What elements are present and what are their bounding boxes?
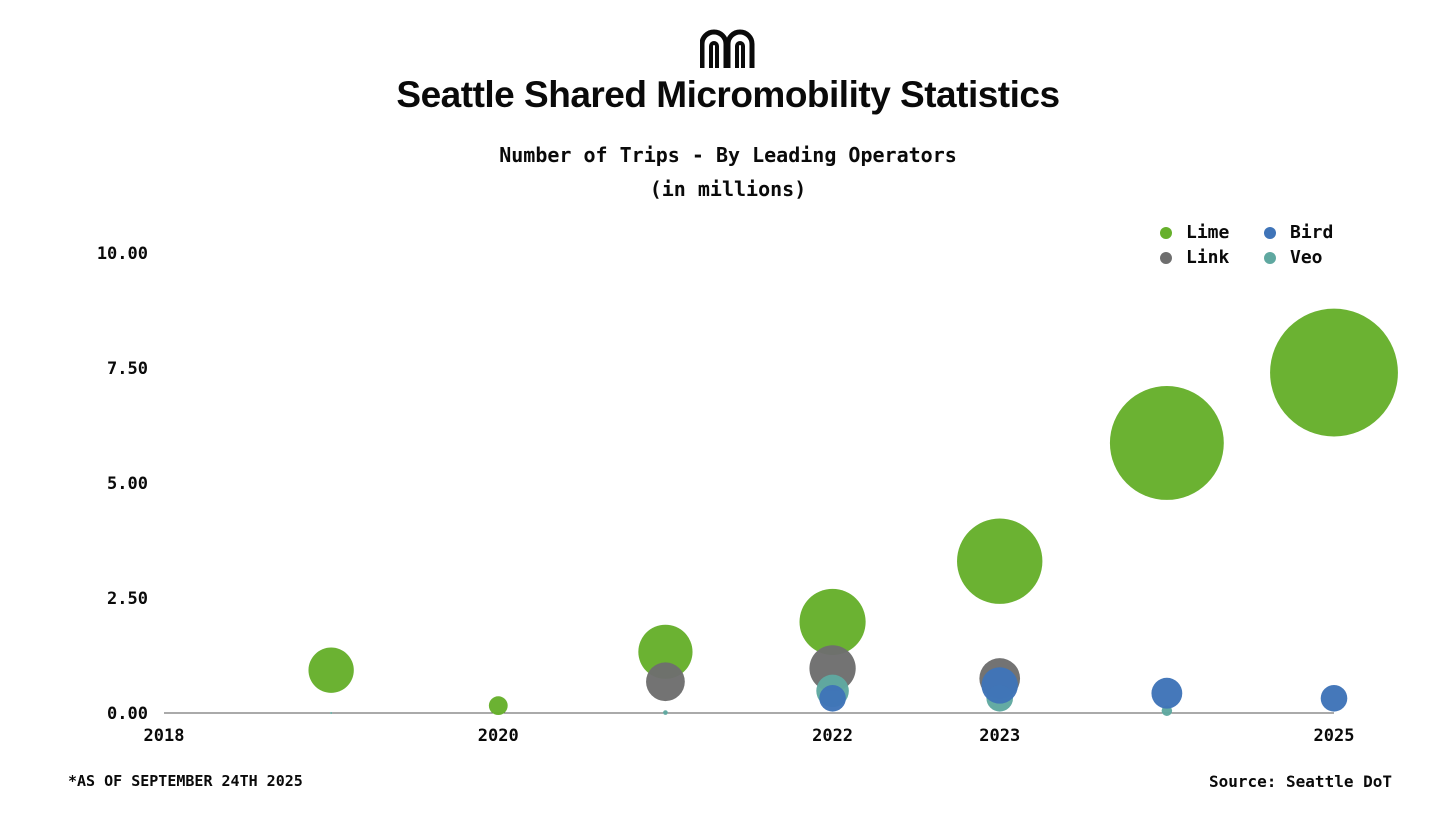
y-tick-label: 10.00 (97, 244, 148, 264)
legend-swatch (1160, 226, 1172, 239)
chart-legend: Lime Bird Link Veo (1160, 222, 1360, 268)
bubble-bird (1151, 677, 1183, 709)
legend-item-bird: Bird (1264, 222, 1360, 243)
legend-swatch (1264, 251, 1276, 264)
bubble-lime (308, 647, 354, 693)
legend-item-veo: Veo (1264, 247, 1360, 268)
y-tick-label: 5.00 (107, 474, 148, 494)
x-tick-label: 2018 (144, 726, 185, 746)
bubble-lime (957, 518, 1043, 604)
legend-swatch (1264, 226, 1276, 239)
y-tick-label: 7.50 (107, 359, 148, 379)
y-tick-label: 2.50 (107, 589, 148, 609)
legend-label: Veo (1290, 247, 1323, 268)
y-tick-label: 0.00 (107, 704, 148, 724)
bubble-veo (663, 710, 668, 715)
x-tick-label: 2022 (812, 726, 853, 746)
bubble-lime (488, 696, 508, 716)
bubble-lime (638, 624, 693, 679)
footnote: *AS OF SEPTEMBER 24TH 2025 (68, 772, 303, 790)
legend-item-lime: Lime (1160, 222, 1264, 243)
legend-item-link: Link (1160, 247, 1264, 268)
x-tick-label: 2025 (1314, 726, 1355, 746)
metro-arch-logo (700, 29, 755, 68)
chart-title: Seattle Shared Micromobility Statistics (396, 74, 1060, 115)
bubble-link (646, 662, 685, 702)
legend-swatch (1160, 251, 1172, 264)
x-tick-label: 2020 (478, 726, 519, 746)
bubble-bird (981, 667, 1018, 704)
bubble-lime (799, 588, 866, 655)
x-tick-label: 2023 (979, 726, 1020, 746)
bubble-bird (819, 684, 846, 712)
chart-subtitle: Number of Trips - By Leading Operators (499, 143, 957, 167)
source-credit: Source: Seattle DoT (1208, 772, 1392, 791)
legend-label: Lime (1186, 222, 1230, 243)
legend-label: Bird (1290, 222, 1334, 243)
chart-units: (in millions) (649, 177, 807, 201)
bubble-bird (1320, 684, 1348, 712)
bubble-lime (1109, 386, 1224, 500)
bubble-veo (330, 712, 333, 714)
legend-label: Link (1186, 247, 1230, 268)
bubble-lime (1270, 308, 1398, 437)
